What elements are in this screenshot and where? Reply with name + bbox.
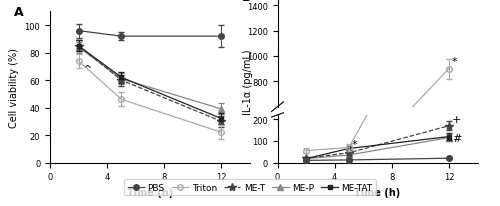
Text: IL-1α (pg/mL): IL-1α (pg/mL) [242,49,252,114]
Text: *: * [352,139,358,149]
Text: ^: ^ [83,64,92,75]
Text: B: B [242,0,251,4]
Y-axis label: Cell viability (%): Cell viability (%) [9,48,19,127]
Text: *: * [452,56,458,66]
Text: +: + [452,115,461,125]
Text: A: A [14,6,24,19]
X-axis label: Time (h): Time (h) [127,187,173,197]
Text: #: # [452,133,461,143]
Legend: PBS, Triton, ME-T, ME-P, ME-TAT: PBS, Triton, ME-T, ME-P, ME-TAT [124,179,376,195]
X-axis label: Time (h): Time (h) [354,187,401,197]
